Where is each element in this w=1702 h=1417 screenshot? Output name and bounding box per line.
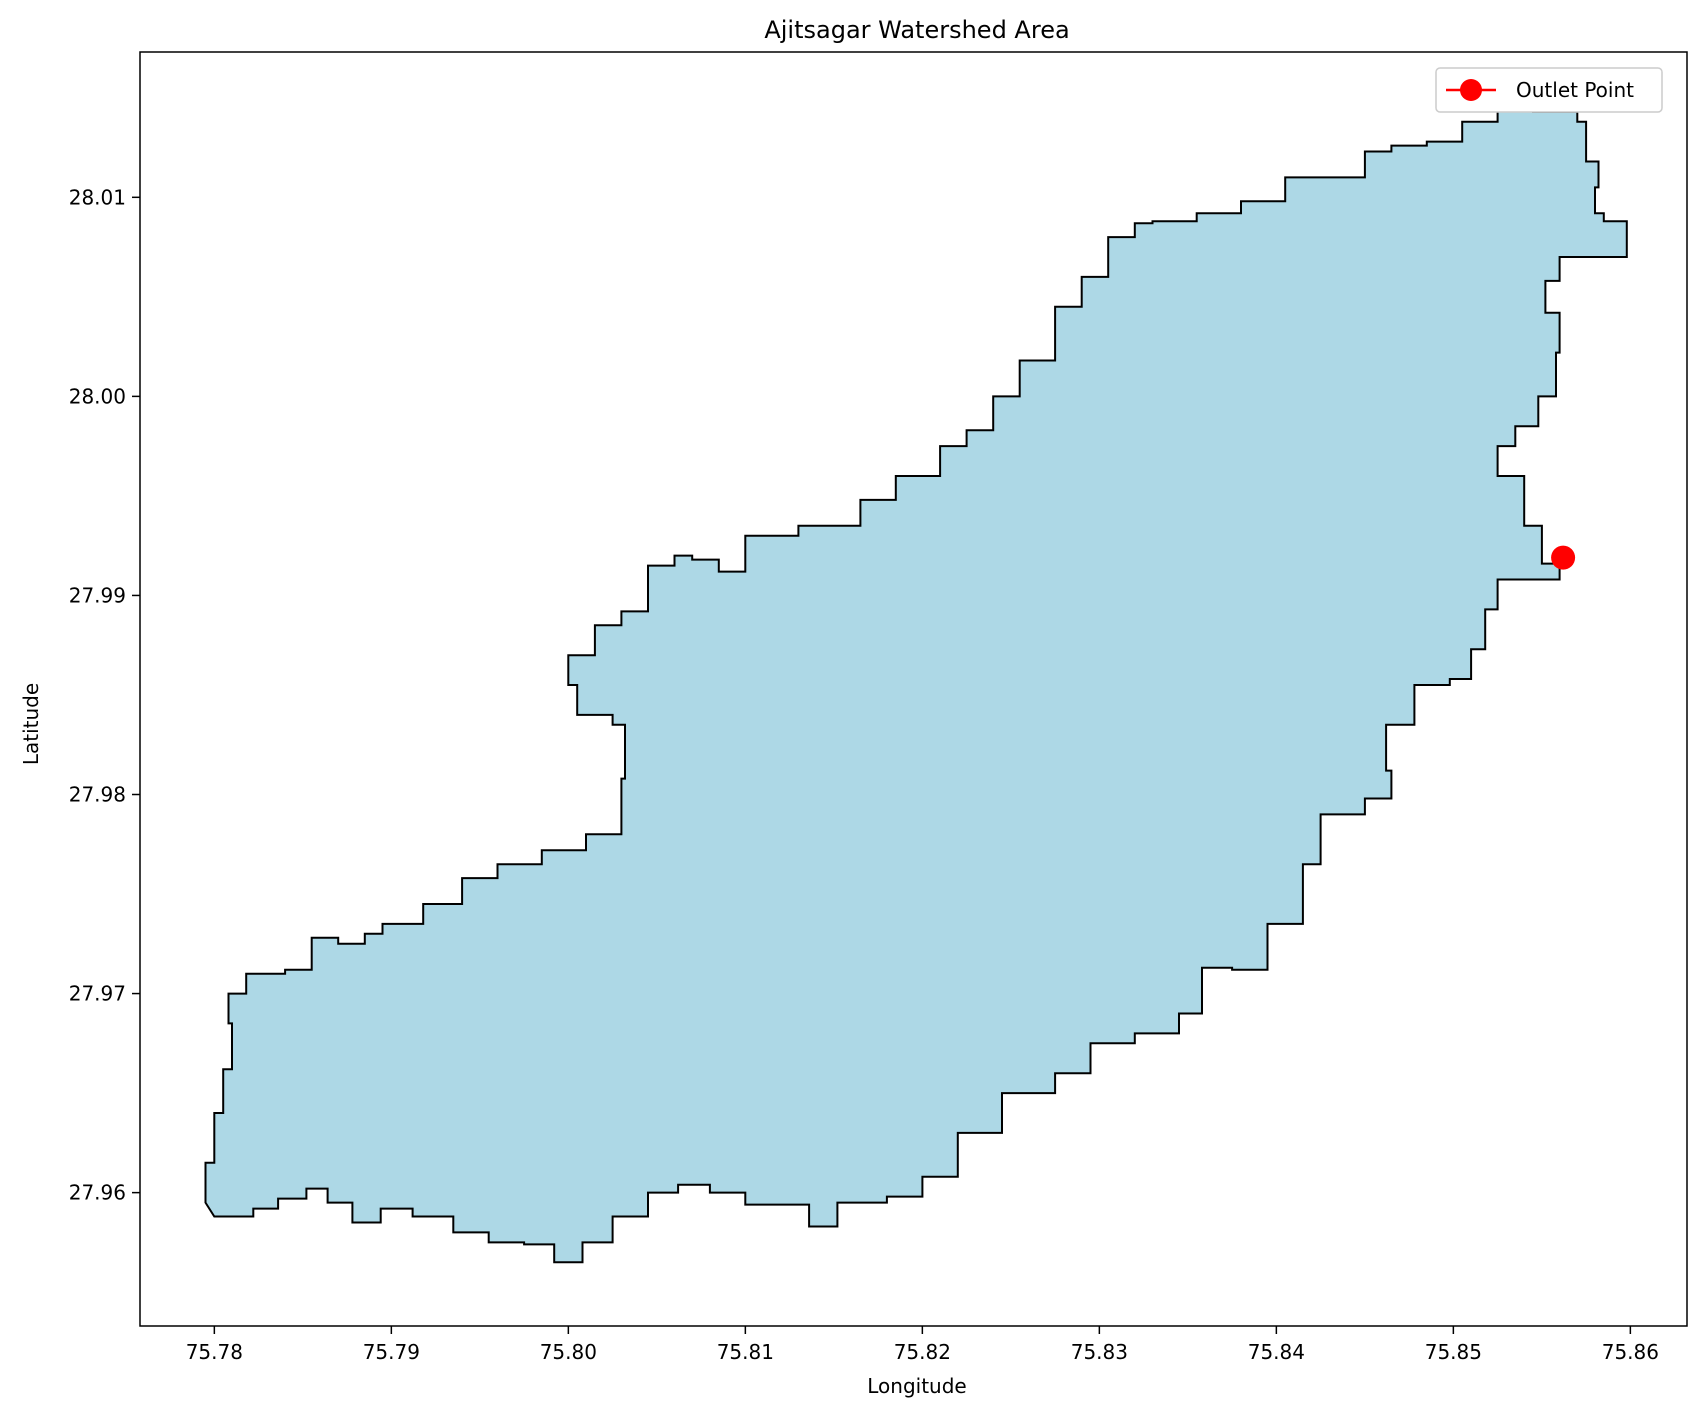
x-tick-label: 75.86 — [1602, 1340, 1659, 1364]
legend: Outlet Point — [1435, 67, 1663, 113]
y-tick-label: 27.96 — [69, 1181, 126, 1205]
x-tick-label: 75.82 — [894, 1340, 951, 1364]
x-tick-label: 75.81 — [717, 1340, 774, 1364]
y-axis-ticks: 27.96 27.97 27.98 27.99 28.00 28.01 — [69, 185, 140, 1205]
y-tick-label: 27.98 — [69, 783, 126, 807]
x-axis-label: Longitude — [867, 1374, 966, 1398]
x-tick-label: 75.83 — [1071, 1340, 1128, 1364]
y-tick-label: 27.99 — [69, 583, 126, 607]
legend-marker-swatch — [1460, 79, 1482, 101]
x-tick-label: 75.78 — [186, 1340, 243, 1364]
x-tick-label: 75.84 — [1248, 1340, 1305, 1364]
x-tick-label: 75.79 — [363, 1340, 420, 1364]
watershed-polygon — [204, 106, 1628, 1264]
x-tick-label: 75.80 — [540, 1340, 597, 1364]
legend-box — [1435, 67, 1663, 113]
legend-label-outlet-point: Outlet Point — [1516, 78, 1634, 102]
axes-frame — [139, 51, 1688, 1327]
outlet-point-marker — [1551, 545, 1576, 570]
chart-title: Ajitsagar Watershed Area — [764, 16, 1069, 44]
plot-area — [139, 51, 1688, 1327]
y-tick-label: 28.01 — [69, 185, 126, 209]
x-tick-label: 75.85 — [1425, 1340, 1482, 1364]
x-axis-ticks: 75.78 75.79 75.80 75.81 75.82 75.83 75.84 75.85… — [186, 1326, 1659, 1364]
y-axis-label: Latitude — [19, 683, 43, 765]
y-tick-label: 28.00 — [69, 384, 126, 408]
y-tick-label: 27.97 — [69, 982, 126, 1006]
